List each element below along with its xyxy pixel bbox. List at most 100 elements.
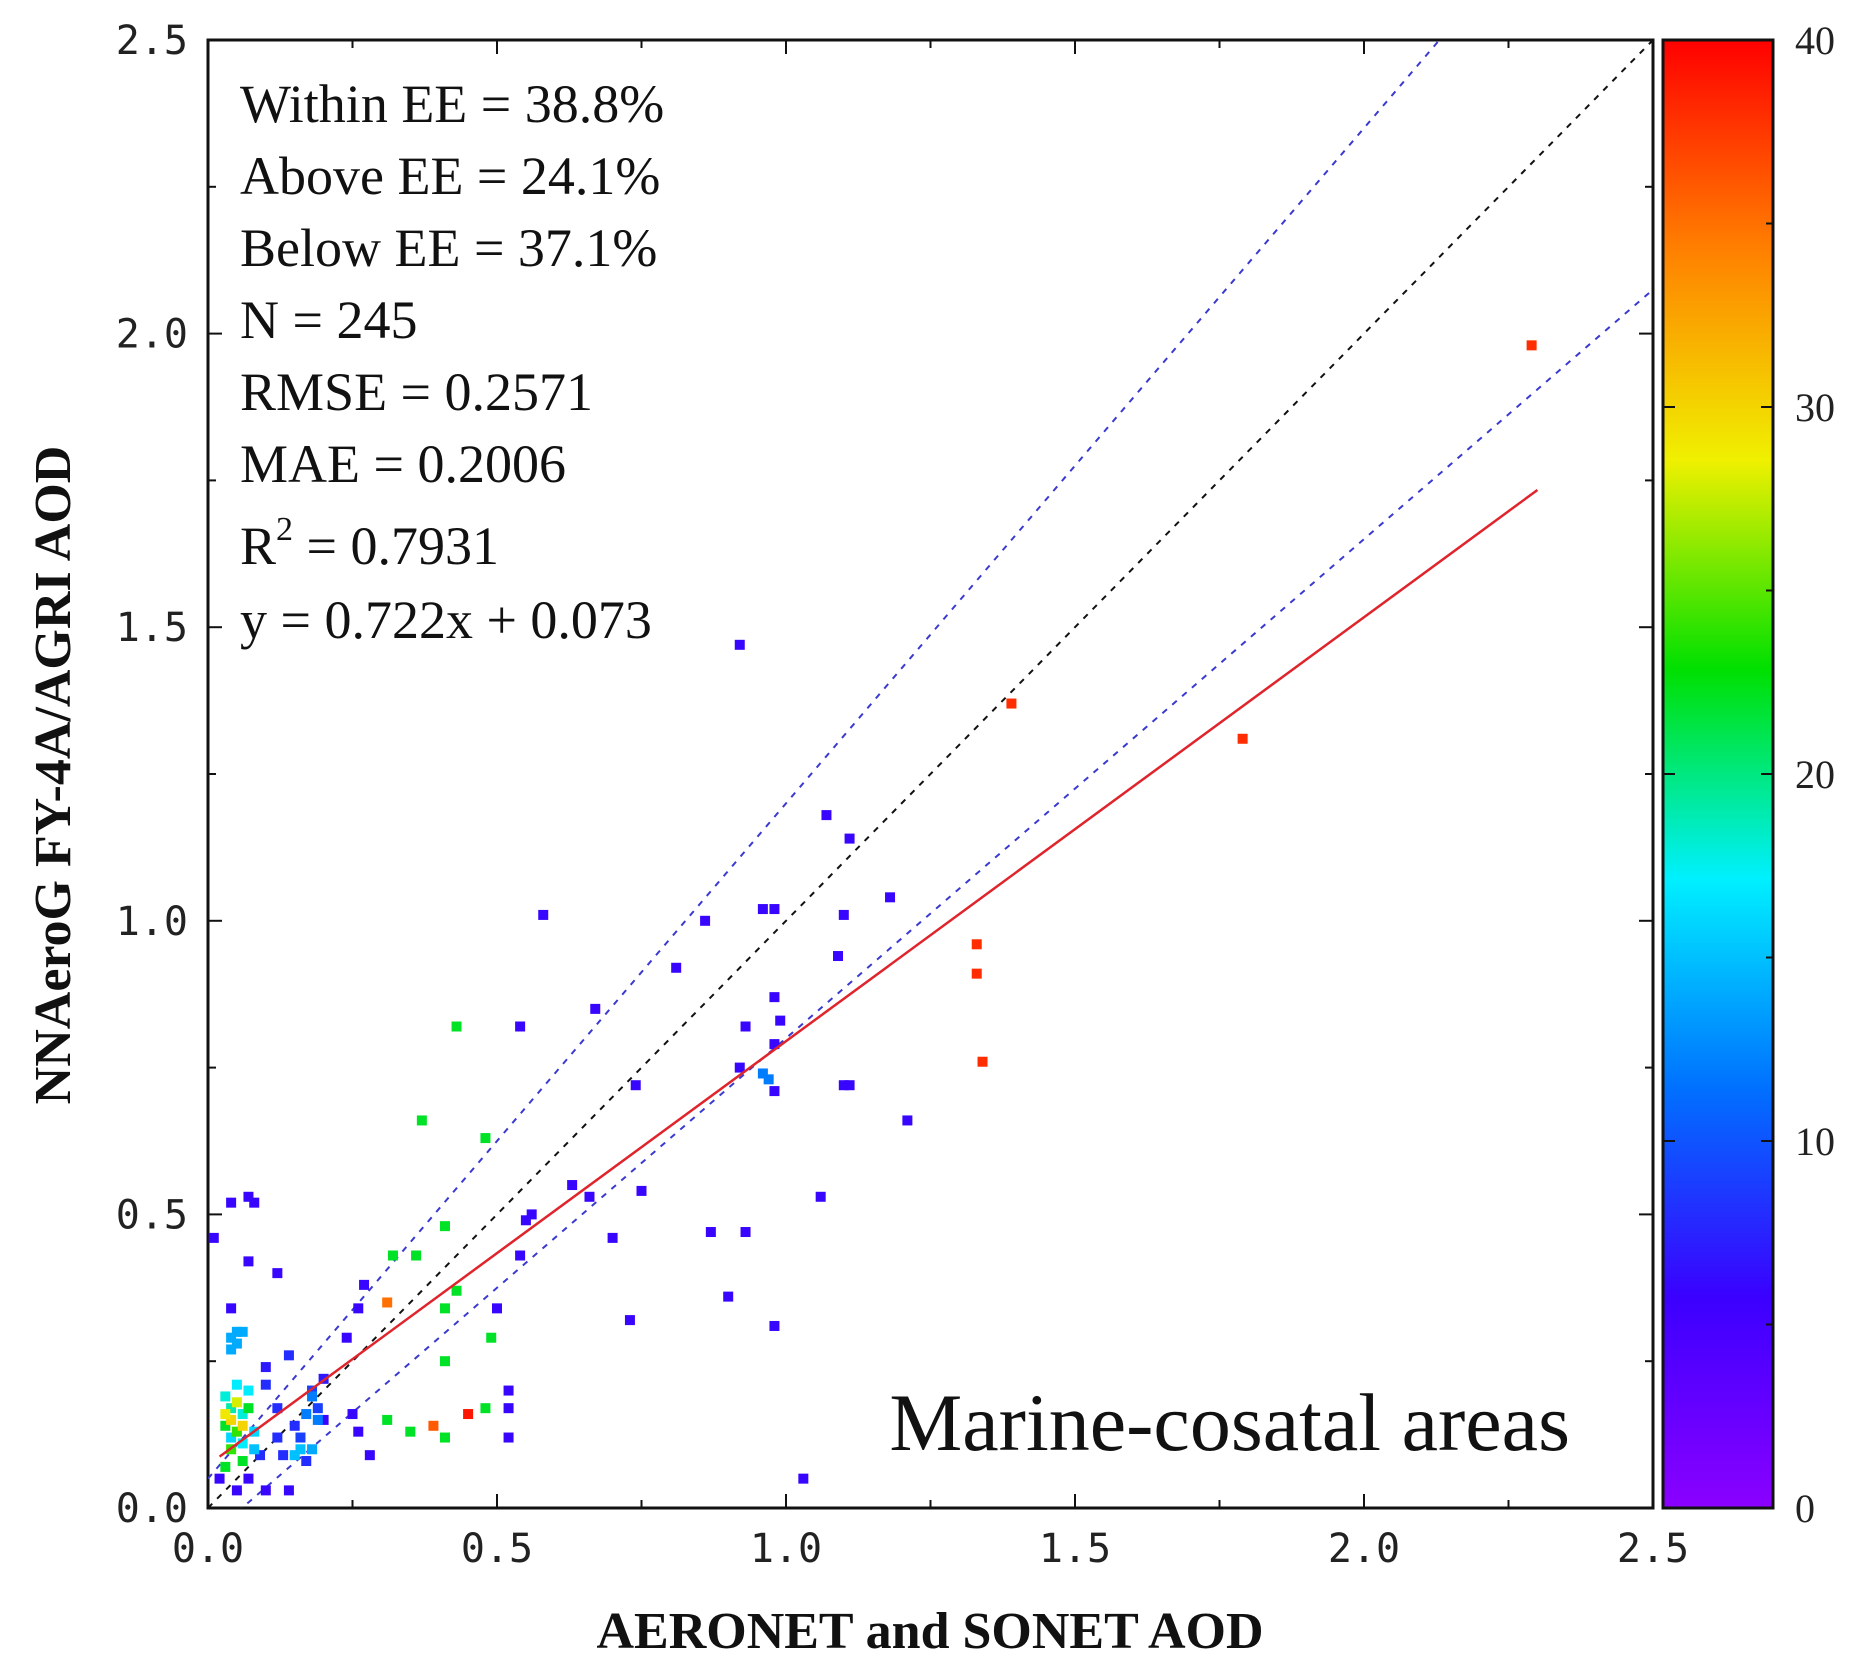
data-point bbox=[312, 1403, 323, 1414]
data-point bbox=[359, 1279, 370, 1290]
data-point bbox=[492, 1303, 502, 1314]
reference-lines bbox=[208, 40, 1653, 1508]
data-point bbox=[387, 1250, 398, 1261]
x-tick-label: 1.5 bbox=[1039, 1526, 1111, 1572]
data-point bbox=[220, 1420, 231, 1431]
data-point bbox=[249, 1197, 260, 1208]
data-point bbox=[902, 1115, 913, 1126]
data-point bbox=[480, 1403, 491, 1414]
axis-ticks bbox=[207, 39, 1654, 1509]
data-point bbox=[301, 1456, 312, 1467]
stat-mae: MAE = 0.2006 bbox=[240, 434, 566, 494]
data-point bbox=[538, 909, 549, 920]
data-point bbox=[567, 1180, 578, 1191]
colorbar-tick-label: 10 bbox=[1795, 1119, 1835, 1164]
data-point bbox=[283, 1350, 294, 1361]
data-point bbox=[237, 1409, 248, 1420]
data-point bbox=[885, 892, 896, 903]
data-point bbox=[260, 1379, 271, 1390]
data-point bbox=[231, 1485, 242, 1496]
x-axis-title: AERONET and SONET AOD bbox=[596, 1603, 1263, 1660]
data-point bbox=[723, 1291, 734, 1302]
y-axis-title: NNAeroG FY-4A/AGRI AOD bbox=[25, 446, 82, 1105]
data-point bbox=[971, 939, 982, 950]
data-point bbox=[411, 1250, 422, 1261]
data-point bbox=[307, 1444, 318, 1455]
stat-above-ee: Above EE = 24.1% bbox=[240, 146, 660, 206]
data-point bbox=[226, 1432, 237, 1443]
stat-r2: R2 = 0.7931 bbox=[240, 511, 499, 576]
data-point bbox=[775, 1015, 786, 1026]
data-point bbox=[763, 1074, 774, 1085]
data-point bbox=[347, 1409, 358, 1420]
data-point bbox=[757, 904, 768, 915]
data-point bbox=[740, 1227, 751, 1238]
data-point bbox=[226, 1332, 237, 1343]
data-point bbox=[283, 1485, 294, 1496]
stat-n: N = 245 bbox=[240, 290, 417, 350]
data-point bbox=[353, 1426, 364, 1437]
data-point bbox=[289, 1420, 300, 1431]
data-point bbox=[607, 1232, 618, 1243]
data-point bbox=[341, 1332, 352, 1343]
scatter-points bbox=[208, 340, 1537, 1496]
y-tick-label: 2.0 bbox=[116, 312, 188, 358]
data-point bbox=[255, 1450, 266, 1461]
data-point bbox=[624, 1315, 635, 1326]
data-point bbox=[237, 1420, 248, 1431]
data-point bbox=[520, 1215, 531, 1226]
x-tick-label: 0.0 bbox=[172, 1526, 244, 1572]
x-tick-label: 2.0 bbox=[1328, 1526, 1400, 1572]
y-tick-label: 1.5 bbox=[116, 605, 188, 651]
data-point bbox=[769, 992, 780, 1003]
data-point bbox=[486, 1332, 497, 1343]
regression-equation: y = 0.722x + 0.073 bbox=[240, 590, 652, 650]
tick-labels: 0.00.0 0.5 0.5 1.0 1.0 1.5 1.5 2.0 2.0 2.5 2.5 bbox=[116, 18, 1689, 1572]
data-point bbox=[231, 1326, 242, 1337]
data-point bbox=[272, 1268, 283, 1279]
data-point bbox=[301, 1409, 312, 1420]
reference-line-ee-lower bbox=[240, 288, 1653, 1508]
data-point bbox=[260, 1485, 271, 1496]
data-point bbox=[584, 1191, 595, 1202]
regression-line bbox=[218, 489, 1539, 1458]
data-point bbox=[278, 1450, 289, 1461]
data-point bbox=[243, 1191, 254, 1202]
data-point bbox=[740, 1021, 751, 1032]
data-point bbox=[226, 1197, 237, 1208]
reference-line-1-1 bbox=[208, 40, 1653, 1508]
data-point bbox=[243, 1385, 254, 1396]
data-point bbox=[260, 1362, 271, 1373]
data-point bbox=[705, 1227, 716, 1238]
data-point bbox=[237, 1438, 248, 1449]
data-point bbox=[844, 1080, 855, 1091]
data-point bbox=[428, 1420, 439, 1431]
data-point bbox=[769, 1320, 780, 1331]
data-point bbox=[231, 1379, 242, 1390]
data-point bbox=[526, 1209, 537, 1220]
data-point bbox=[838, 1080, 849, 1091]
data-point bbox=[237, 1326, 248, 1337]
data-point bbox=[515, 1021, 526, 1032]
data-point bbox=[971, 968, 982, 979]
data-point bbox=[757, 1068, 768, 1079]
data-point bbox=[798, 1473, 809, 1484]
data-point bbox=[463, 1409, 474, 1420]
data-point bbox=[220, 1409, 231, 1420]
data-point bbox=[503, 1385, 514, 1396]
data-point bbox=[353, 1303, 364, 1314]
data-point bbox=[295, 1432, 306, 1443]
data-point bbox=[231, 1426, 242, 1437]
data-point bbox=[439, 1356, 450, 1367]
colorbar bbox=[1661, 38, 1775, 1510]
data-point bbox=[295, 1444, 306, 1455]
x-tick-label: 2.5 bbox=[1617, 1526, 1689, 1572]
colorbar-tick-label: 40 bbox=[1795, 18, 1835, 63]
colorbar-tick-label: 0 bbox=[1795, 1486, 1815, 1531]
colorbar-tick-label: 20 bbox=[1795, 752, 1835, 797]
data-point bbox=[451, 1021, 462, 1032]
data-point bbox=[364, 1450, 375, 1461]
data-point bbox=[439, 1303, 450, 1314]
data-point bbox=[405, 1426, 416, 1437]
